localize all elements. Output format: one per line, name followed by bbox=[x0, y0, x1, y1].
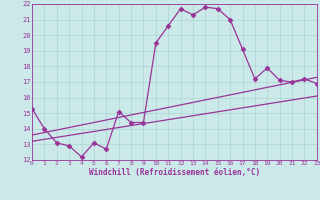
X-axis label: Windchill (Refroidissement éolien,°C): Windchill (Refroidissement éolien,°C) bbox=[89, 168, 260, 177]
